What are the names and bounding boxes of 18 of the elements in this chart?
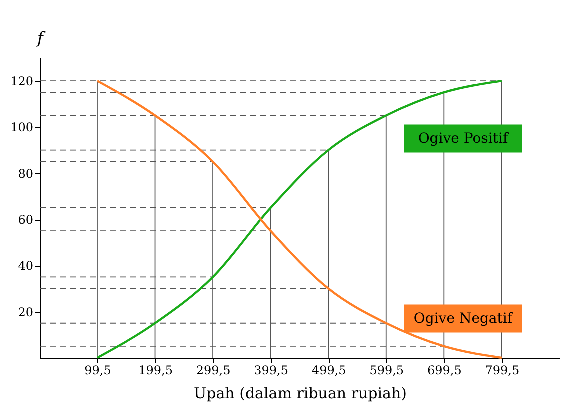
x-tick-label: 699,5 [427, 364, 462, 378]
series-label: Ogive Positif [418, 130, 510, 147]
x-tick-label: 99,5 [84, 364, 112, 378]
x-tick-label: 499,5 [312, 364, 346, 378]
y-tick-label: 80 [18, 166, 34, 181]
y-tick-label: 20 [18, 305, 34, 320]
x-axis-title: Upah (dalam ribuan rupiah) [194, 384, 408, 402]
x-tick-label: 599,5 [370, 364, 404, 378]
y-tick-label: 100 [10, 120, 34, 135]
x-tick-label: 799,5 [485, 364, 520, 378]
series-label: Ogive Negatif [414, 310, 514, 327]
y-tick-label: 60 [18, 213, 34, 228]
x-tick-label: 299,5 [196, 364, 231, 378]
x-tick-label: 199,5 [138, 364, 173, 378]
y-tick-label: 120 [10, 74, 34, 89]
x-tick-label: 399,5 [254, 364, 288, 378]
y-tick-label: 40 [18, 259, 34, 274]
y-axis-title: f [36, 28, 47, 48]
